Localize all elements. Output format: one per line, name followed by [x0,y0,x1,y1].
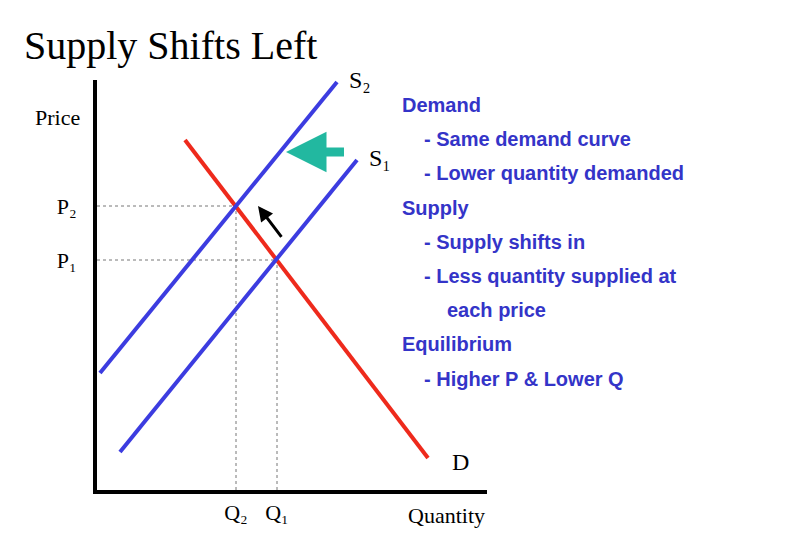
svg-text:Quantity: Quantity [408,503,485,528]
svg-text:Demand: Demand [402,94,481,116]
svg-text:P₂: P₂ [57,194,77,219]
svg-text:- Supply shifts in: - Supply shifts in [424,231,585,253]
svg-text:Q₁: Q₁ [265,500,289,525]
svg-text:Q₂: Q₂ [224,500,248,525]
svg-text:Supply: Supply [402,197,470,219]
svg-text:Price: Price [35,105,80,130]
svg-text:D: D [452,449,469,475]
svg-text:- Lower quantity demanded: - Lower quantity demanded [424,162,684,184]
svg-text:P₁: P₁ [57,248,77,273]
svg-text:S₂: S₂ [349,67,371,93]
svg-text:Equilibrium: Equilibrium [402,333,512,355]
svg-text:Supply Shifts Left: Supply Shifts Left [24,23,317,68]
svg-text:each price: each price [447,299,546,321]
svg-text:- Less quantity supplied at: - Less quantity supplied at [424,265,677,287]
svg-text:S₁: S₁ [369,145,391,171]
svg-text:- Same demand curve: - Same demand curve [424,128,631,150]
svg-text:- Higher P & Lower Q: - Higher P & Lower Q [424,368,624,390]
